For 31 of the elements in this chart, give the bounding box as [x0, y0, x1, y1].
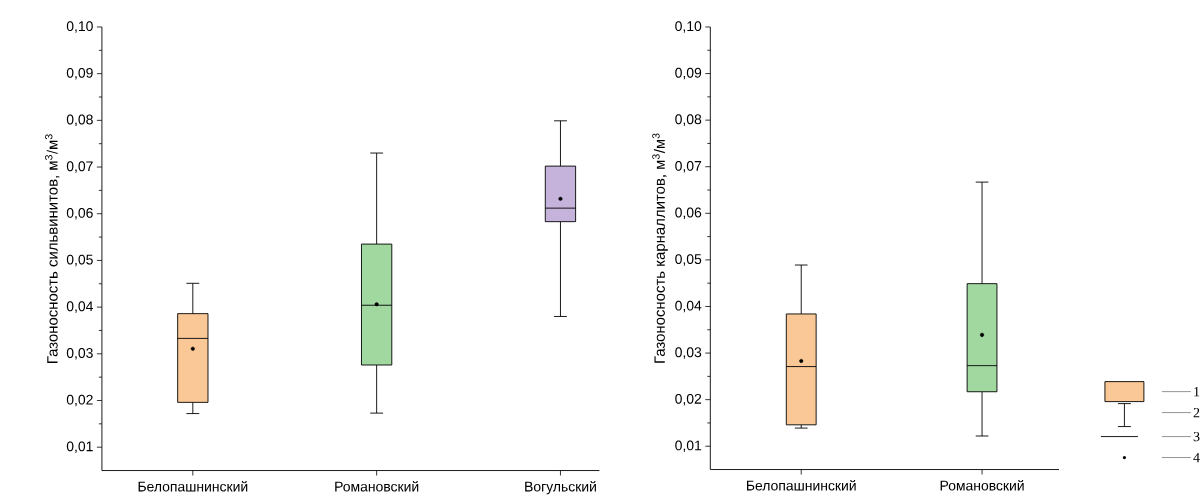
y-tick-label: 0,05 [66, 254, 93, 267]
y-tick-label: 0,01 [66, 441, 93, 454]
y-tick-label: 0,03 [66, 348, 93, 360]
y-axis-title: Газоносность сильвинитов, м$^{3}$/м$^{3}$ [45, 134, 60, 364]
text: 4 [1193, 453, 1200, 463]
text: 3 [1193, 432, 1200, 442]
x-tick-label: Белопашнинский [747, 480, 856, 491]
y-tick-label: 0,10 [66, 21, 93, 33]
y-tick-label: 0,06 [66, 208, 93, 220]
y-tick-label: 0,07 [66, 161, 93, 174]
y-tick-label: 0,10 [675, 21, 702, 33]
y-tick-label: 0,09 [675, 68, 702, 80]
y-axis-title: Газоносность карналлитов, м$^{3}$/м$^{3}$ [652, 133, 668, 363]
y-tick-label: 0,03 [675, 347, 702, 360]
text: 1 [1194, 387, 1200, 397]
y-tick-label: 0,02 [675, 394, 702, 406]
y-tick-label: 0,04 [675, 300, 702, 313]
y-tick-label: 0,08 [675, 114, 702, 127]
y-tick-label: 0,05 [675, 254, 702, 266]
y-tick-label: 0,08 [66, 114, 93, 127]
x-tick-label: Романовский [940, 480, 1024, 491]
y-tick-label: 0,06 [675, 207, 702, 220]
y-tick-label: 0,01 [675, 440, 702, 453]
text: 2 [1193, 408, 1200, 418]
y-tick-label: 0,02 [66, 394, 93, 407]
y-tick-label: 0,09 [66, 68, 93, 80]
x-tick-label: Вогульский [525, 481, 596, 495]
y-tick-label: 0,07 [675, 161, 702, 173]
x-tick-label: Романовский [335, 481, 419, 492]
y-tick-label: 0,04 [66, 301, 93, 314]
x-tick-label: Белопашнинский [138, 481, 248, 492]
